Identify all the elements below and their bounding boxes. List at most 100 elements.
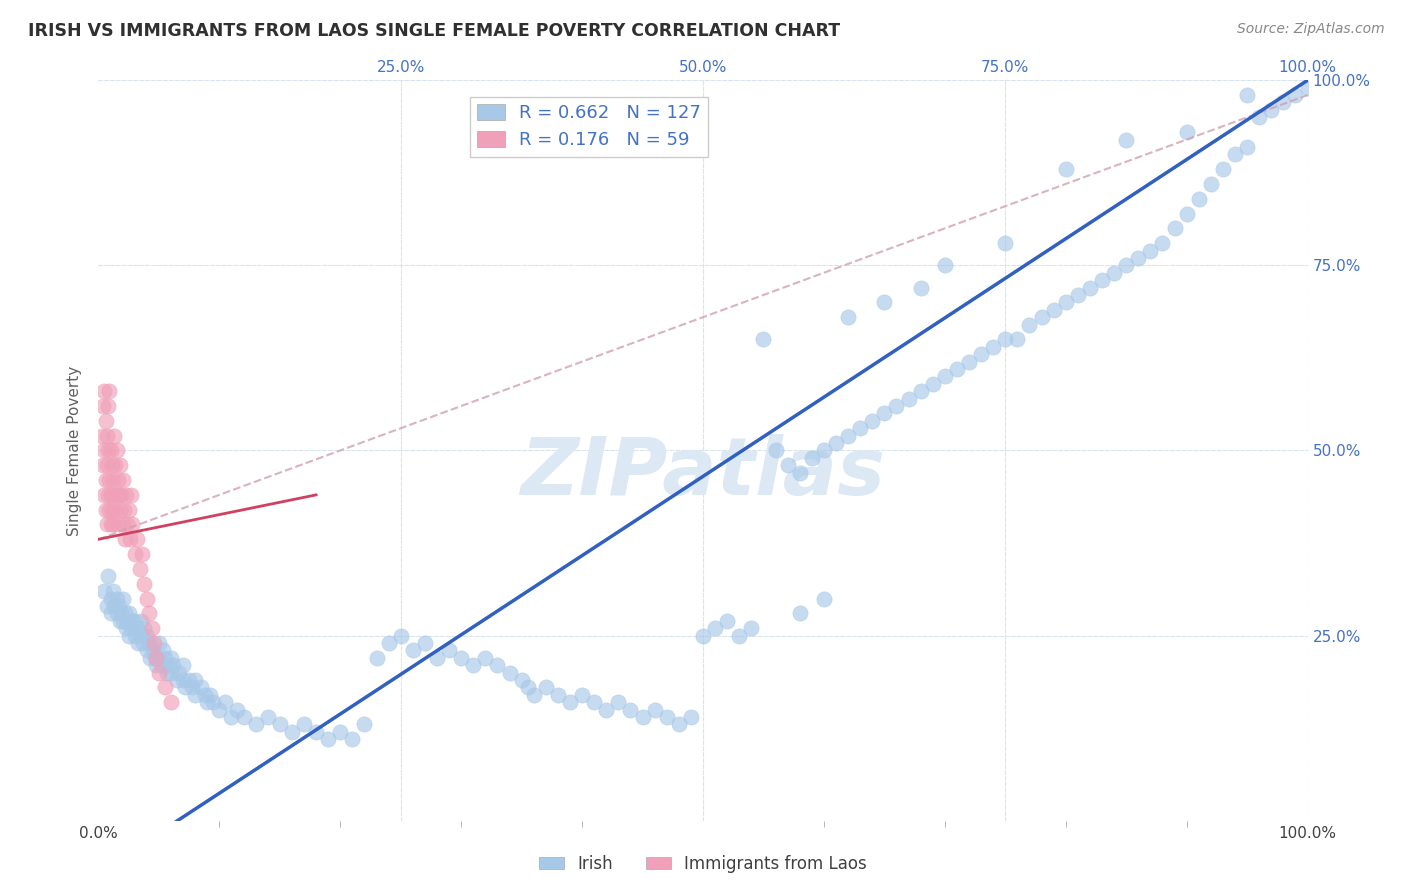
Point xyxy=(329,724,352,739)
Point xyxy=(100,458,122,473)
Point xyxy=(108,458,131,473)
Point xyxy=(516,681,538,695)
Point xyxy=(910,280,932,294)
Point xyxy=(184,673,207,687)
Point xyxy=(157,658,180,673)
Point xyxy=(740,621,762,635)
Point xyxy=(100,488,122,502)
Point xyxy=(118,533,141,547)
Point xyxy=(138,607,160,621)
Point xyxy=(474,650,496,665)
Point xyxy=(437,643,460,657)
Point xyxy=(1175,206,1198,220)
Point xyxy=(160,665,183,680)
Point xyxy=(160,650,183,665)
Point xyxy=(498,665,520,680)
Point xyxy=(655,710,678,724)
Point xyxy=(180,681,202,695)
Point xyxy=(169,665,191,680)
Point xyxy=(107,517,129,532)
Point xyxy=(1163,221,1185,235)
Point xyxy=(150,658,173,673)
Point xyxy=(100,607,122,621)
Point xyxy=(426,650,449,665)
Point xyxy=(1115,132,1137,146)
Point xyxy=(860,414,883,428)
Point xyxy=(101,517,124,532)
Point xyxy=(98,473,121,487)
Point xyxy=(198,688,221,702)
Point xyxy=(97,399,120,413)
Point xyxy=(897,392,920,406)
Point xyxy=(134,576,156,591)
Point xyxy=(121,517,143,532)
Point xyxy=(226,703,249,717)
Point xyxy=(100,517,122,532)
Point xyxy=(112,502,135,516)
Point xyxy=(934,259,956,273)
Point xyxy=(194,688,217,702)
Point xyxy=(921,376,943,391)
Point xyxy=(107,473,129,487)
Point xyxy=(100,591,122,606)
Point xyxy=(1175,125,1198,139)
Point xyxy=(124,628,146,642)
Point xyxy=(101,584,124,599)
Point xyxy=(93,384,115,399)
Point xyxy=(789,466,811,480)
Legend: R = 0.662   N = 127, R = 0.176   N = 59: R = 0.662 N = 127, R = 0.176 N = 59 xyxy=(470,96,709,157)
Point xyxy=(110,488,132,502)
Point xyxy=(910,384,932,399)
Text: Source: ZipAtlas.com: Source: ZipAtlas.com xyxy=(1237,22,1385,37)
Point xyxy=(103,488,125,502)
Point xyxy=(946,362,969,376)
Point xyxy=(93,443,115,458)
Point xyxy=(98,502,121,516)
Point xyxy=(128,562,150,576)
Point xyxy=(162,658,184,673)
Point xyxy=(156,665,179,680)
Point xyxy=(143,650,166,665)
Point xyxy=(1212,162,1234,177)
Point xyxy=(873,407,896,421)
Point xyxy=(97,569,120,583)
Point xyxy=(118,628,141,642)
Point xyxy=(138,636,160,650)
Point xyxy=(558,695,581,709)
Point xyxy=(117,614,139,628)
Point xyxy=(160,695,183,709)
Point xyxy=(1249,111,1271,125)
Point xyxy=(957,354,980,368)
Point xyxy=(607,695,630,709)
Y-axis label: Single Female Poverty: Single Female Poverty xyxy=(67,366,83,535)
Point xyxy=(96,517,118,532)
Point xyxy=(131,547,153,561)
Point xyxy=(97,443,120,458)
Point xyxy=(221,710,243,724)
Point xyxy=(148,650,170,665)
Point xyxy=(1054,295,1077,310)
Point xyxy=(413,636,436,650)
Point xyxy=(1272,95,1295,110)
Point xyxy=(195,695,218,709)
Point xyxy=(510,673,533,687)
Point xyxy=(1054,162,1077,177)
Point xyxy=(450,650,472,665)
Point xyxy=(120,621,142,635)
Point xyxy=(1236,88,1258,103)
Point xyxy=(813,591,835,606)
Point xyxy=(139,650,162,665)
Point xyxy=(256,710,278,724)
Point xyxy=(1236,140,1258,154)
Point xyxy=(208,703,231,717)
Point xyxy=(849,421,872,435)
Point xyxy=(127,621,149,635)
Point xyxy=(120,488,142,502)
Point xyxy=(692,628,714,642)
Point xyxy=(134,621,156,635)
Point xyxy=(619,703,641,717)
Point xyxy=(104,502,127,516)
Point xyxy=(631,710,654,724)
Point xyxy=(934,369,956,384)
Point xyxy=(94,473,117,487)
